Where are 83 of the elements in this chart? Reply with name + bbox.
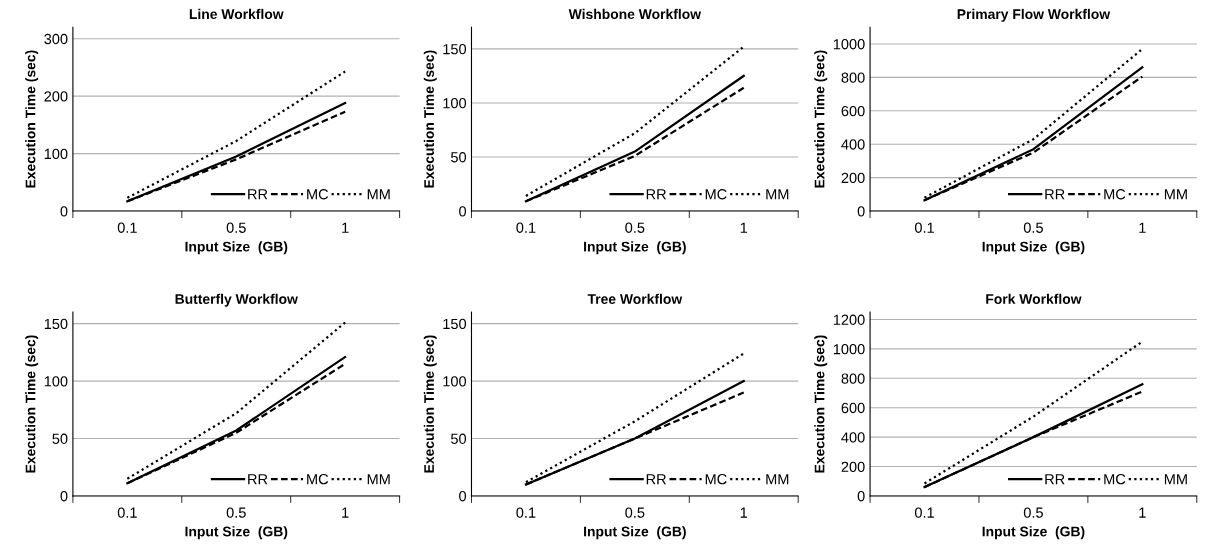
x-axis-title: Input Size (GB) [982,241,1085,255]
x-axis-title: Input Size (GB) [982,526,1085,540]
y-tick-label: 150 [44,318,68,330]
y-tick-label: 0 [857,206,865,217]
chart-title: Wishbone Workflow [568,8,702,20]
legend-label: MM [1164,474,1187,485]
y-tick-label: 100 [443,98,467,109]
legend-label: RR [248,474,268,485]
y-tick-label: 800 [841,373,865,384]
x-tick-label: 0.5 [625,222,645,233]
x-tick-label: 0.5 [625,507,645,518]
y-tick-label: 300 [44,33,68,45]
y-axis-title: Execution Time (sec) [814,50,828,188]
x-axis-title: Input Size (GB) [185,526,288,540]
y-tick-label: 200 [44,91,68,102]
legend-label: RR [646,189,666,200]
x-axis-title: Input Size (GB) [584,241,686,255]
x-tick-label: 0.1 [117,507,137,518]
legend-label: RR [1045,189,1065,200]
y-tick-label: 100 [44,148,68,160]
x-tick-label: 0.5 [226,222,246,233]
legend-label: RR [646,474,666,485]
x-tick-label: 0.5 [226,507,246,518]
chart-title: Line Workflow [189,8,284,20]
y-tick-label: 400 [841,139,865,150]
legend-label: MM [766,189,789,200]
y-tick-label: 100 [443,376,467,387]
y-tick-label: 600 [841,105,865,117]
y-axis-title: Execution Time (sec) [814,335,828,473]
x-tick-label: 0.5 [1023,507,1043,518]
y-tick-label: 0 [60,206,68,217]
legend-label: MC [1104,189,1126,200]
y-tick-label: 1000 [833,39,865,50]
y-tick-label: 200 [841,461,865,472]
x-axis-title: Input Size (GB) [584,526,686,540]
legend-label: RR [1045,474,1065,485]
legend-label: MC [307,473,329,485]
x-tick-label: 0.5 [1023,222,1043,233]
y-tick-label: 800 [841,72,865,83]
x-tick-label: 1 [342,507,349,518]
x-axis-title: Input Size (GB) [185,241,288,255]
y-tick-label: 50 [52,433,68,444]
legend-label: MM [766,474,789,485]
x-tick-label: 1 [1139,507,1146,518]
chart-title: Tree Workflow [587,293,683,304]
y-axis-title: Execution Time (sec) [423,50,437,188]
x-tick-label: 0.1 [516,222,536,233]
y-tick-label: 0 [459,206,467,217]
y-tick-label: 150 [443,43,467,55]
y-tick-label: 1200 [833,314,865,325]
x-tick-label: 0.1 [914,222,934,233]
legend-label: MC [307,189,329,200]
y-tick-label: 200 [841,172,865,184]
legend-label: RR [248,189,268,200]
legend-label: MC [705,189,727,200]
chart-title: Butterfly Workflow [175,293,298,307]
x-tick-label: 1 [342,222,349,233]
y-tick-label: 100 [44,376,68,387]
y-tick-label: 150 [443,318,467,330]
legend-label: MC [705,473,727,485]
y-tick-label: 50 [450,152,467,163]
legend-label: MM [1164,189,1187,200]
y-tick-label: 0 [60,491,68,502]
x-tick-label: 1 [1139,222,1146,233]
x-tick-label: 1 [740,507,748,518]
legend-label: MM [367,189,390,200]
y-tick-label: 1000 [833,344,865,355]
y-tick-label: 0 [857,491,865,502]
x-tick-label: 0.1 [117,222,137,233]
x-tick-label: 0.1 [914,507,934,518]
y-axis-title: Execution Time (sec) [25,335,39,473]
y-tick-label: 400 [841,432,865,443]
y-axis-title: Execution Time (sec) [25,50,39,188]
y-tick-label: 50 [450,433,467,444]
y-axis-title: Execution Time (sec) [423,335,437,473]
x-tick-label: 1 [740,222,748,233]
x-tick-label: 0.1 [516,507,536,518]
y-tick-label: 600 [841,402,865,414]
chart-title: Fork Workflow [986,293,1082,304]
chart-title: Primary Flow Workflow [957,8,1111,22]
legend-label: MC [1104,473,1126,485]
y-tick-label: 0 [459,491,467,502]
legend-label: MM [367,474,390,485]
